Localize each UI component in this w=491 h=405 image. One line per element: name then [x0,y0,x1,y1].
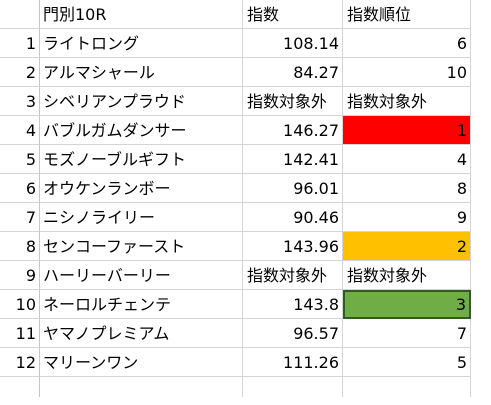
grid-tail [0,377,491,397]
row-number[interactable]: 9 [0,261,40,290]
index-value-cell[interactable]: 96.01 [243,174,343,203]
row-number[interactable]: 5 [0,145,40,174]
row-number[interactable]: 8 [0,232,40,261]
index-rank-cell[interactable]: 3 [343,290,471,319]
index-rank-cell[interactable]: 4 [343,145,471,174]
horse-name-cell[interactable]: センコーファースト [40,232,243,261]
gridline [342,377,343,397]
index-rank-cell[interactable]: 7 [343,319,471,348]
index-rank-cell[interactable]: 5 [343,348,471,377]
index-rank-cell[interactable]: 指数対象外 [343,261,471,290]
row-number[interactable]: 6 [0,174,40,203]
index-value-cell[interactable]: 90.46 [243,203,343,232]
horse-name-cell[interactable]: ハーリーバーリー [40,261,243,290]
horse-name-cell[interactable]: シベリアンプラウド [40,87,243,116]
row-number[interactable]: 12 [0,348,40,377]
index-value-cell[interactable]: 146.27 [243,116,343,145]
index-rank-cell[interactable]: 指数対象外 [343,87,471,116]
index-rank-cell[interactable]: 9 [343,203,471,232]
horse-name-cell[interactable]: ネーロルチェンテ [40,290,243,319]
horse-name-cell[interactable]: マリーンワン [40,348,243,377]
index-value-cell[interactable]: 143.8 [243,290,343,319]
row-number[interactable]: 1 [0,29,40,58]
horse-name-cell[interactable]: ライトロング [40,29,243,58]
index-rank-cell[interactable]: 2 [343,232,471,261]
horse-name-cell[interactable]: バブルガムダンサー [40,116,243,145]
index-value-cell[interactable]: 96.57 [243,319,343,348]
horse-name-cell[interactable]: モズノーブルギフト [40,145,243,174]
row-number[interactable]: 10 [0,290,40,319]
row-number[interactable]: 11 [0,319,40,348]
index-value-cell[interactable]: 84.27 [243,58,343,87]
row-number[interactable]: 7 [0,203,40,232]
index-value-cell[interactable]: 指数対象外 [243,261,343,290]
gridline [242,377,243,397]
row-header-empty[interactable] [0,377,40,397]
index-value-cell[interactable]: 111.26 [243,348,343,377]
header-rank-cell[interactable]: 指数順位 [343,0,471,29]
horse-name-cell[interactable]: オウケンランボー [40,174,243,203]
index-rank-cell[interactable]: 6 [343,29,471,58]
index-value-cell[interactable]: 108.14 [243,29,343,58]
row-number[interactable]: 3 [0,87,40,116]
horse-name-cell[interactable]: ヤマノプレミアム [40,319,243,348]
index-rank-cell[interactable]: 8 [343,174,471,203]
horse-name-cell[interactable]: ニシノライリー [40,203,243,232]
header-index-cell[interactable]: 指数 [243,0,343,29]
gridline [470,377,471,397]
row-header-blank[interactable] [0,0,40,29]
index-value-cell[interactable]: 143.96 [243,232,343,261]
header-race-cell[interactable]: 門別10R [40,0,243,29]
horse-name-cell[interactable]: アルマシャール [40,58,243,87]
index-value-cell[interactable]: 指数対象外 [243,87,343,116]
index-rank-cell[interactable]: 10 [343,58,471,87]
row-number[interactable]: 2 [0,58,40,87]
index-rank-cell[interactable]: 1 [343,116,471,145]
index-value-cell[interactable]: 142.41 [243,145,343,174]
row-number[interactable]: 4 [0,116,40,145]
